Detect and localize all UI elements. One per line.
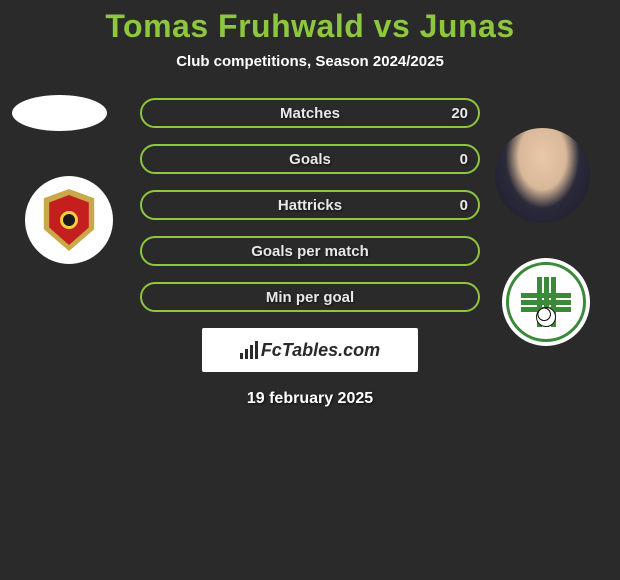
stat-row: Hattricks 0	[140, 190, 480, 220]
stat-row: Goals 0	[140, 144, 480, 174]
stat-row: Min per goal	[140, 282, 480, 312]
stat-label: Goals	[289, 151, 331, 168]
stat-row: Matches 20	[140, 98, 480, 128]
club-left-badge	[25, 176, 113, 264]
brand-logo: FcTables.com	[202, 328, 418, 372]
player-left-avatar	[12, 95, 107, 131]
comparison-subtitle: Club competitions, Season 2024/2025	[0, 53, 620, 70]
stat-right-value: 20	[451, 105, 468, 122]
stat-right-value: 0	[460, 151, 468, 168]
brand-text: FcTables.com	[261, 340, 380, 361]
stats-list: Matches 20 Goals 0 Hattricks 0 Goals per…	[140, 98, 480, 312]
bars-icon	[240, 341, 258, 359]
date-label: 19 february 2025	[0, 390, 620, 408]
club-right-badge	[502, 258, 590, 346]
stat-label: Hattricks	[278, 197, 342, 214]
stat-label: Matches	[280, 105, 340, 122]
comparison-title: Tomas Fruhwald vs Junas	[0, 8, 620, 45]
stat-row: Goals per match	[140, 236, 480, 266]
stat-label: Goals per match	[251, 243, 369, 260]
stat-label: Min per goal	[266, 289, 354, 306]
player-right-avatar	[495, 128, 590, 223]
stat-right-value: 0	[460, 197, 468, 214]
